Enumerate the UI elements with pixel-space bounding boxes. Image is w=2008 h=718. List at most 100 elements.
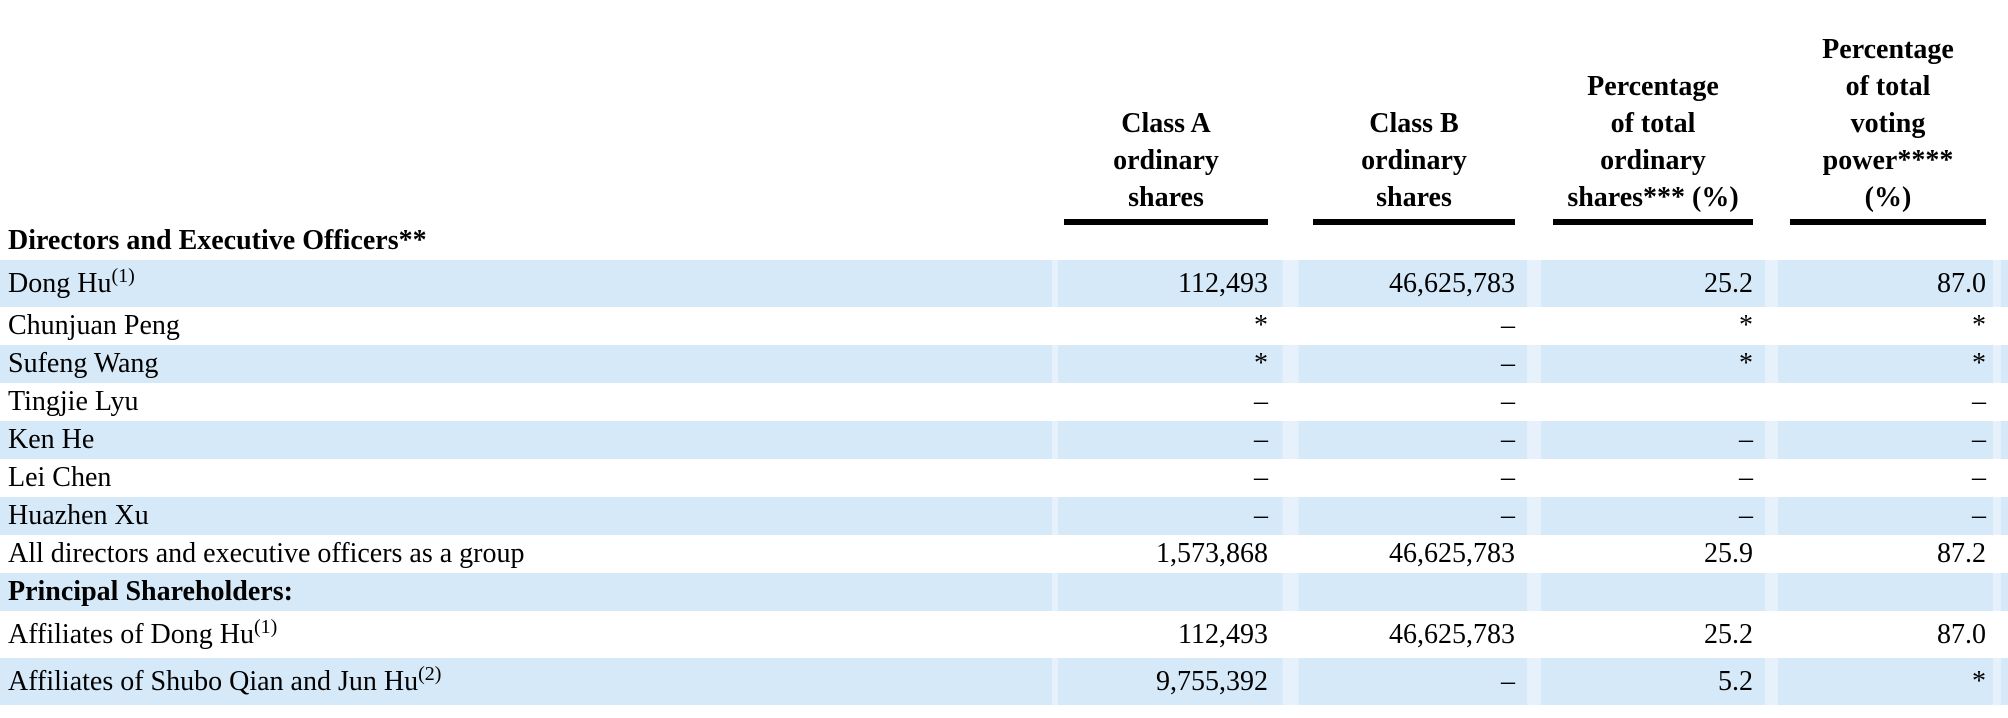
cell-percentage-total-ordinary-shares: –	[1553, 497, 1753, 535]
column-header-line: power****	[1822, 145, 1954, 176]
column-gap	[1753, 421, 1790, 459]
column-gap	[1515, 573, 1553, 611]
column-gap	[1046, 535, 1064, 573]
column-gap	[1268, 535, 1313, 573]
column-gap	[1515, 260, 1553, 307]
column-gap	[1046, 383, 1064, 421]
cell-class-b-ordinary-shares	[1313, 573, 1515, 611]
row-end-gap	[1986, 260, 2008, 307]
column-header-line: ordinary	[1600, 145, 1706, 176]
column-gap	[1515, 611, 1553, 658]
row-end-gap	[1986, 573, 2008, 611]
column-header-line: Percentage	[1822, 34, 1954, 65]
column-gap	[1046, 307, 1064, 345]
cell-holder-name: Huazhen Xu	[0, 497, 1046, 535]
header-gap	[1515, 0, 1553, 222]
holder-row: Lei Chen – – – –	[0, 459, 2008, 497]
column-gap	[1753, 383, 1790, 421]
cell-class-b-ordinary-shares: –	[1313, 658, 1515, 705]
cell-holder-name: Principal Shareholders:	[0, 573, 1046, 611]
column-gap	[1268, 497, 1313, 535]
cell-holder-name: Affiliates of Dong Hu(1)	[0, 611, 1046, 658]
column-header-line: shares	[1376, 182, 1452, 213]
row-end-gap	[1986, 383, 2008, 421]
column-gap	[1046, 611, 1064, 658]
cell-holder-name: Lei Chen	[0, 459, 1046, 497]
cell-percentage-total-ordinary-shares	[1553, 573, 1753, 611]
holder-row: Huazhen Xu – – – –	[0, 497, 2008, 535]
column-header-line: shares*** (%)	[1567, 182, 1739, 213]
cell-holder-name: All directors and executive officers as …	[0, 535, 1046, 573]
row-end-gap	[1986, 459, 2008, 497]
holder-row: Chunjuan Peng * – * *	[0, 307, 2008, 345]
cell-class-a-ordinary-shares: –	[1064, 421, 1268, 459]
footnote-superscript: (1)	[254, 615, 278, 638]
holder-row: Tingjie Lyu – – –	[0, 383, 2008, 421]
column-header-line: of total	[1845, 71, 1931, 102]
cell-class-a-ordinary-shares: 112,493	[1178, 618, 1268, 650]
column-gap	[1515, 345, 1553, 383]
cell-percentage-total-ordinary-shares: 25.2	[1704, 618, 1753, 650]
cell-class-a-ordinary-shares: 112,493	[1064, 260, 1268, 307]
holder-row: Sufeng Wang * – * *	[0, 345, 2008, 383]
cell-percentage-total-voting-power: –	[1972, 462, 1986, 493]
holder-row: Ken He – – – –	[0, 421, 2008, 459]
section-row: Principal Shareholders:	[0, 573, 2008, 611]
column-gap	[1046, 345, 1064, 383]
holder-name: Dong Hu	[8, 267, 112, 299]
holder-name: Sufeng Wang	[8, 348, 159, 379]
column-gap	[1753, 611, 1790, 658]
cell-class-a-ordinary-shares: –	[1254, 386, 1268, 417]
column-gap	[1515, 222, 1553, 260]
column-header-line: shares	[1128, 182, 1204, 213]
cell-percentage-total-voting-power	[1790, 573, 1986, 611]
cell-percentage-total-voting-power: –	[1972, 386, 1986, 417]
column-gap	[1515, 535, 1553, 573]
cell-class-a-ordinary-shares: 9,755,392	[1064, 658, 1268, 705]
column-header-class-b-ordinary-shares: Class B ordinary shares	[1313, 0, 1515, 225]
column-gap	[1268, 260, 1313, 307]
cell-class-a-ordinary-shares: *	[1254, 310, 1268, 341]
holder-row: Affiliates of Shubo Qian and Jun Hu(2) 9…	[0, 658, 2008, 705]
holder-row: Affiliates of Dong Hu(1) 112,493 46,625,…	[0, 611, 2008, 658]
cell-percentage-total-voting-power: 87.0	[1937, 618, 1986, 650]
column-gap	[1515, 459, 1553, 497]
column-gap	[1046, 573, 1064, 611]
column-gap	[1753, 658, 1790, 705]
row-end-gap	[1986, 535, 2008, 573]
cell-percentage-total-voting-power: *	[1790, 658, 1986, 705]
column-header-percentage-total-ordinary-shares: Percentage of total ordinary shares*** (%)	[1553, 0, 1753, 225]
holder-row: All directors and executive officers as …	[0, 535, 2008, 573]
column-gap	[1268, 658, 1313, 705]
cell-percentage-total-voting-power: *	[1972, 310, 1986, 341]
column-header-line: of total	[1610, 108, 1696, 139]
holder-name: Lei Chen	[8, 462, 112, 493]
header-name-spacer	[0, 0, 1046, 222]
cell-class-b-ordinary-shares: –	[1501, 386, 1515, 417]
cell-class-b-ordinary-shares: –	[1313, 345, 1515, 383]
cell-holder-name: Ken He	[0, 421, 1046, 459]
column-header-line: ordinary	[1113, 145, 1219, 176]
header-gap	[1753, 0, 1790, 222]
column-gap	[1753, 459, 1790, 497]
row-end-gap	[1986, 307, 2008, 345]
column-gap	[1515, 421, 1553, 459]
cell-holder-name: Chunjuan Peng	[0, 307, 1046, 345]
footnote-superscript: (1)	[111, 264, 135, 287]
cell-percentage-total-voting-power	[1790, 222, 1986, 260]
holder-name: Ken He	[8, 424, 95, 455]
cell-percentage-total-ordinary-shares	[1553, 222, 1753, 260]
cell-holder-name: Dong Hu(1)	[0, 260, 1046, 307]
column-header-line: voting	[1850, 108, 1926, 139]
column-gap	[1753, 535, 1790, 573]
row-end-gap	[1986, 658, 2008, 705]
cell-percentage-total-voting-power: 87.2	[1937, 538, 1986, 569]
header-row: Class A ordinary shares Class B ordinary sha…	[0, 0, 2008, 225]
cell-percentage-total-voting-power: –	[1790, 497, 1986, 535]
cell-percentage-total-voting-power: –	[1790, 421, 1986, 459]
column-gap	[1268, 345, 1313, 383]
cell-percentage-total-ordinary-shares: *	[1739, 310, 1753, 341]
column-gap	[1268, 611, 1313, 658]
